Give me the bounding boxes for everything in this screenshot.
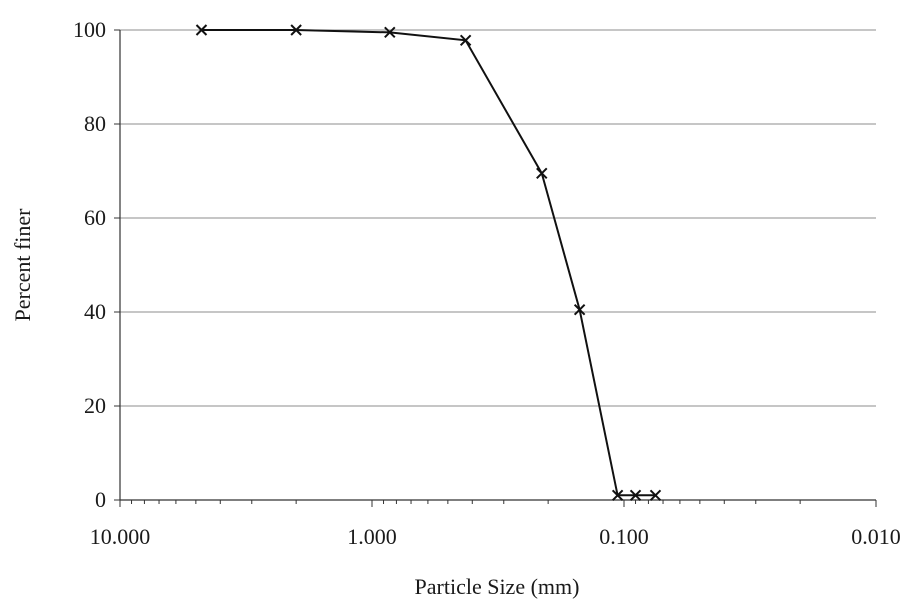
point-marker-stroke — [290, 24, 302, 36]
y-tick-label: 100 — [73, 17, 106, 42]
y-tick-label: 20 — [84, 393, 106, 418]
data-point — [611, 489, 624, 502]
y-tick-label: 80 — [84, 111, 106, 136]
data-point — [384, 26, 396, 39]
y-tick-label: 60 — [84, 205, 106, 230]
x-tick-label: 1.000 — [347, 524, 397, 549]
y-tick-label: 40 — [84, 299, 106, 324]
data-point — [629, 489, 642, 502]
series-line — [201, 29, 656, 497]
point-marker-stroke — [573, 303, 586, 316]
data-point — [459, 34, 472, 47]
data-point — [195, 24, 208, 36]
y-tick-label: 0 — [95, 487, 106, 512]
point-marker-stroke — [459, 34, 472, 47]
data-point — [536, 167, 548, 180]
gridlines — [120, 29, 876, 407]
data-series — [195, 24, 662, 502]
axis-labels: 0 20 40 60 80 100 10.000 1.000 0.100 0.010 — [73, 17, 901, 549]
data-point — [290, 24, 302, 36]
axes — [114, 29, 877, 507]
point-marker-stroke — [384, 26, 396, 39]
x-axis-title: Particle Size (mm) — [415, 574, 580, 599]
point-marker-stroke — [611, 489, 624, 502]
y-axis-title: Percent finer — [10, 208, 35, 322]
data-point — [649, 489, 662, 502]
x-tick-label: 0.010 — [851, 524, 901, 549]
point-marker-stroke — [629, 489, 642, 502]
point-marker-stroke — [536, 167, 548, 180]
data-point — [573, 303, 586, 316]
x-tick-label: 0.100 — [599, 524, 649, 549]
x-tick-label: 10.000 — [90, 524, 151, 549]
point-marker-stroke — [195, 24, 208, 36]
point-marker-stroke — [649, 489, 662, 502]
